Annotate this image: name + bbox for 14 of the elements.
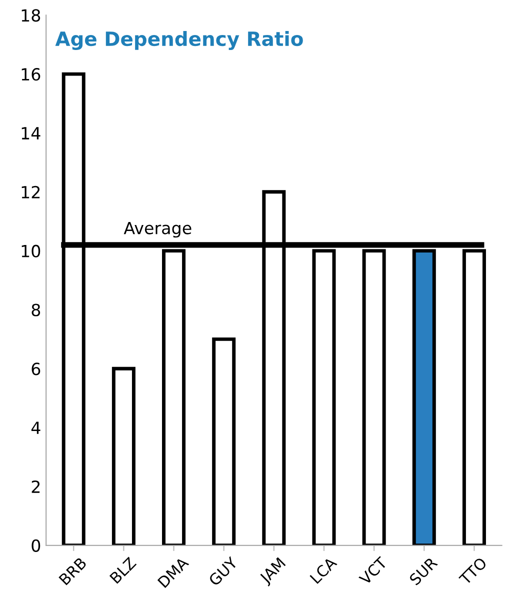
y-tick-label: 2	[32, 480, 40, 493]
y-tick-label: 0	[32, 539, 40, 552]
y-tick-label: 10	[22, 244, 40, 258]
text: Age Dependency Ratio	[55, 31, 303, 50]
y-tick-label: 12	[22, 186, 40, 198]
y-tick-label: 6	[32, 362, 40, 376]
x-tick-label: TTO	[458, 556, 488, 586]
y-tick-label: 14	[22, 127, 40, 140]
y-tick-label: 8	[32, 304, 40, 316]
x-tick-label: LCA	[310, 556, 338, 584]
ref-line-label: Average	[124, 222, 192, 238]
y-tick-label: 16	[22, 68, 40, 81]
y-tick-label: 4	[31, 422, 40, 434]
y-tick-label: 18	[22, 9, 40, 22]
